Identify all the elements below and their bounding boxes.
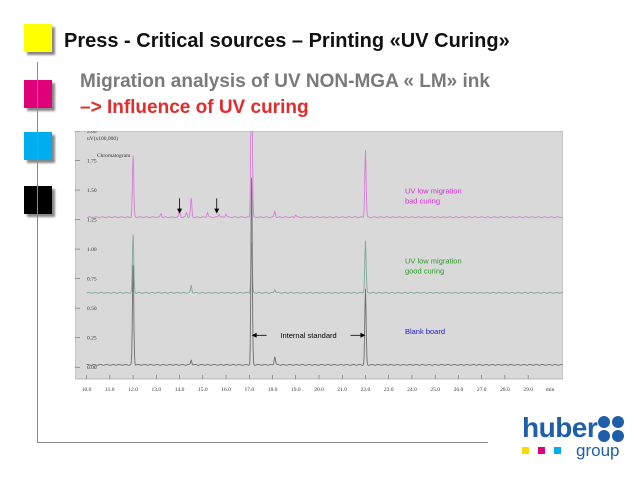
series-label: bad curing <box>405 197 440 206</box>
x-tick-label: 20.0 <box>314 387 324 393</box>
clover-icon <box>598 416 626 444</box>
annotation-arrowhead <box>177 208 183 214</box>
x-tick-label: 12.0 <box>128 387 138 393</box>
logo-word: huber <box>522 412 598 443</box>
x-tick-label: 17.0 <box>244 387 254 393</box>
series-line <box>86 234 563 294</box>
x-tick-label: 21.0 <box>337 387 347 393</box>
x-tick-label: 15.0 <box>198 387 208 393</box>
y-tick-label: 2.00 <box>87 131 97 135</box>
slide-title: Press - Critical sources – Printing «UV … <box>64 30 510 52</box>
y-tick-label: 0.00 <box>87 365 97 371</box>
x-tick-label: 29.0 <box>523 387 533 393</box>
series-line <box>86 131 563 219</box>
y-axis-label: uV(x100,000) <box>87 135 118 142</box>
x-tick-label: 24.0 <box>407 387 417 393</box>
y-tick-label: 1.50 <box>87 188 97 194</box>
magenta-swatch <box>24 80 52 108</box>
cyan-swatch <box>24 132 52 160</box>
x-tick-label: 19.0 <box>291 387 301 393</box>
annotation-arrowhead <box>214 208 220 214</box>
logo-dot-magenta <box>538 447 545 454</box>
x-tick-label: 23.0 <box>384 387 394 393</box>
slide-subtitle-highlight: –> Influence of UV curing <box>80 97 309 118</box>
series-label: UV low migration <box>405 256 462 265</box>
annotation-arrowhead <box>360 332 366 338</box>
series-label: UV low migration <box>405 187 462 196</box>
x-tick-label: 22.0 <box>361 387 371 393</box>
logo-dot-cyan <box>554 447 561 454</box>
x-tick-label: 27.0 <box>477 387 487 393</box>
series-label: Blank board <box>405 327 445 336</box>
annotation-arrowhead <box>251 332 257 338</box>
logo-dot-yellow <box>522 447 529 454</box>
series-label: good curing <box>405 266 444 275</box>
x-tick-label: 10.0 <box>82 387 92 393</box>
y-tick-label: 1.75 <box>87 159 97 165</box>
y-tick-label: 1.25 <box>87 218 97 224</box>
chromatogram-chart: 2.00 1.75 1.50 1.25 1.00 0.75 0.50 0.25 0.00 uV(x… <box>75 131 563 393</box>
left-divider <box>37 62 38 442</box>
logo-color-dots <box>522 447 572 455</box>
y-tick-label: 1.00 <box>87 247 97 253</box>
x-tick-label: 28.0 <box>500 387 510 393</box>
x-tick-label: 26.0 <box>454 387 464 393</box>
plot-background <box>75 131 563 380</box>
y-tick-label: 0.25 <box>87 336 97 342</box>
x-tick-label: 14.0 <box>175 387 185 393</box>
yellow-swatch <box>24 24 52 52</box>
x-unit-label: min <box>546 387 555 393</box>
chart-subtitle: Chromatogram <box>97 153 131 159</box>
annotation-label: Internal standard <box>280 331 336 340</box>
x-tick-label: 25.0 <box>430 387 440 393</box>
logo-group-word: group <box>576 441 620 460</box>
x-tick-label: 16.0 <box>221 387 231 393</box>
black-swatch <box>24 186 52 214</box>
x-tick-label: 18.0 <box>268 387 278 393</box>
slide-subtitle: Migration analysis of UV NON-MGA « LM» i… <box>80 71 490 92</box>
y-tick-label: 0.50 <box>87 306 97 312</box>
x-tick-label: 11.0 <box>105 387 115 393</box>
series-line <box>86 177 563 366</box>
bottom-divider <box>37 442 488 443</box>
y-tick-label: 0.75 <box>87 277 97 283</box>
x-tick-label: 13.0 <box>152 387 162 393</box>
